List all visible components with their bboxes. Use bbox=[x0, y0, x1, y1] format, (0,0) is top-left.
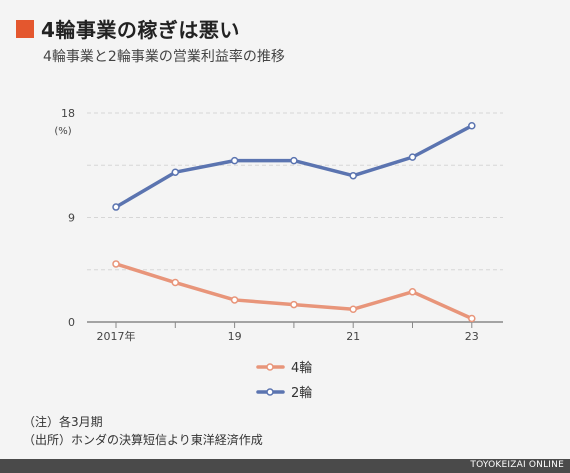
data-point-s1-1 bbox=[171, 168, 180, 176]
y-tick-label-1: 9 bbox=[68, 212, 75, 225]
legend-marker-1 bbox=[266, 388, 274, 396]
data-point-s1-6 bbox=[468, 122, 476, 130]
x-tick-label-0: 2017年 bbox=[97, 329, 136, 343]
data-point-s0-0 bbox=[112, 260, 120, 268]
x-tick-label-2: 19 bbox=[228, 330, 242, 343]
data-point-s1-2 bbox=[230, 156, 239, 165]
data-point-s1-3 bbox=[290, 156, 298, 165]
legend-marker-0 bbox=[266, 363, 274, 371]
title-marker bbox=[16, 19, 34, 38]
title-row: 4輪事業の稼ぎは悪い bbox=[16, 14, 240, 43]
data-point-s0-3 bbox=[290, 300, 298, 309]
note-source: （出所）ホンダの決算短信より東洋経済作成 bbox=[23, 433, 263, 447]
y-tick-label-2: 18 bbox=[61, 107, 75, 120]
data-point-s1-0 bbox=[112, 203, 120, 211]
data-point-s0-1 bbox=[171, 278, 180, 287]
data-point-s1-5 bbox=[408, 153, 417, 161]
footer-bar: TOYOKEIZAI ONLINE bbox=[0, 459, 570, 473]
note-fiscal-year: （注）各3月期 bbox=[23, 415, 103, 429]
data-point-s0-4 bbox=[349, 305, 357, 313]
publisher-credit: TOYOKEIZAI ONLINE bbox=[470, 460, 564, 470]
notes: （注）各3月期 （出所）ホンダの決算短信より東洋経済作成 bbox=[23, 413, 263, 449]
x-tick-label-4: 21 bbox=[346, 330, 360, 343]
chart-subtitle: 4輪事業と2輪事業の営業利益率の推移 bbox=[43, 49, 285, 65]
y-tick-label-0: 0 bbox=[68, 316, 75, 329]
x-tick-label-6: 23 bbox=[465, 330, 479, 343]
data-point-s0-6 bbox=[468, 314, 476, 323]
data-point-s0-5 bbox=[408, 288, 417, 296]
y-axis-unit: (%) bbox=[54, 126, 71, 137]
page-title: 4輪事業の稼ぎは悪い bbox=[41, 18, 240, 42]
legend-label-0: 4輪 bbox=[291, 360, 312, 376]
series-line-1 bbox=[114, 124, 474, 209]
series-line-0 bbox=[114, 262, 474, 321]
data-point-s1-4 bbox=[349, 171, 357, 180]
legend-label-1: 2輪 bbox=[291, 385, 312, 401]
data-point-s0-2 bbox=[230, 296, 239, 304]
